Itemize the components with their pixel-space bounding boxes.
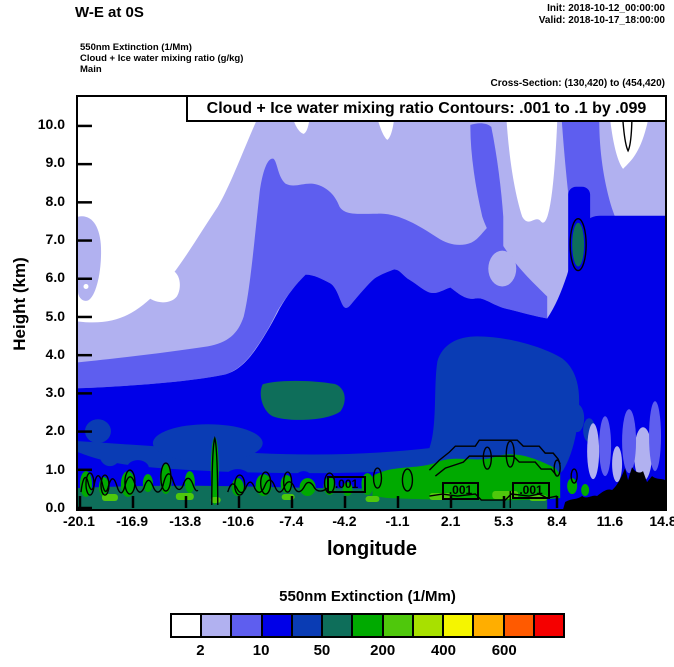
x-tick-label: -16.9 — [116, 513, 149, 529]
colorbar-cell — [411, 615, 443, 636]
colorbar-tick-label: 2 — [196, 642, 205, 659]
teal-island — [260, 380, 345, 420]
y-tick-label: 8.0 — [45, 192, 65, 209]
page-title: W-E at 0S — [75, 4, 144, 21]
colorbar-tick-label: 10 — [252, 642, 270, 659]
colorbar-cell — [200, 615, 231, 636]
y-tick-label: 2.0 — [45, 422, 65, 439]
cross-section-plot: .001 .001 .001 — [76, 95, 667, 511]
colorbar-tick-label: 50 — [313, 642, 331, 659]
x-axis-title: longitude — [327, 538, 417, 560]
field-legend-extinction: 550nm Extinction (1/Mm) — [80, 42, 192, 53]
colorbar — [170, 613, 565, 638]
field-legend-cloud-ice: Cloud + Ice water mixing ratio (g/kg) — [80, 53, 244, 64]
colorbar-cell — [260, 615, 291, 636]
x-tick-label: -10.6 — [222, 513, 255, 529]
contour-info-bar: Cloud + Ice water mixing ratio Contours:… — [186, 95, 667, 122]
colorbar-cell — [532, 615, 564, 636]
x-tick-label: -7.4 — [279, 513, 304, 529]
y-tick-label: 7.0 — [45, 230, 65, 247]
field-legend-domain: Main — [80, 64, 102, 75]
contour-field — [78, 97, 665, 509]
x-tick-label: -1.1 — [385, 513, 410, 529]
colorbar-cell — [172, 615, 201, 636]
y-tick-label: 9.0 — [45, 154, 65, 171]
y-tick-label: 0.0 — [45, 499, 65, 515]
field-legend: 550nm Extinction (1/Mm) Cloud + Ice wate… — [80, 42, 243, 75]
y-tick-label: 4.0 — [45, 345, 65, 362]
colorbar-cell — [290, 615, 322, 636]
y-tick-label: 5.0 — [45, 307, 65, 324]
white-island — [145, 268, 180, 303]
colorbar-cell — [351, 615, 382, 636]
x-tick-label: 11.6 — [596, 513, 624, 529]
colorbar-cell — [321, 615, 352, 636]
init-time: Init: 2018-10-12_00:00:00 — [547, 3, 665, 14]
cloud-contour-lines — [80, 106, 633, 509]
colorbar-cell — [442, 615, 473, 636]
colorbar-tick-label: 400 — [430, 642, 456, 659]
colorbar-tick-label: 600 — [491, 642, 517, 659]
colorbar-cell — [381, 615, 412, 636]
x-tick-label: 5.3 — [493, 513, 514, 529]
run-time-info: Init: 2018-10-12_00:00:00 Valid: 2018-10… — [539, 3, 665, 27]
valid-time: Valid: 2018-10-17_18:00:00 — [538, 15, 665, 26]
colorbar-title: 550nm Extinction (1/Mm) — [279, 588, 456, 605]
contour-value-label: .001 — [512, 482, 550, 499]
x-tick-label: -4.2 — [332, 513, 357, 529]
contour-value-label: .001 — [327, 476, 366, 493]
colorbar-tick-label: 200 — [370, 642, 396, 659]
x-tick-label: 2.1 — [440, 513, 461, 529]
terrain-silhouette — [563, 467, 665, 509]
colorbar-cell — [472, 615, 503, 636]
colorbar-cell — [230, 615, 261, 636]
cross-section-coordinates: Cross-Section: (130,420) to (454,420) — [490, 78, 665, 89]
x-tick-label: -13.8 — [169, 513, 202, 529]
y-tick-label: 3.0 — [45, 384, 65, 401]
x-tick-label: 14.8 — [649, 513, 674, 529]
colorbar-cell — [502, 615, 533, 636]
x-tick-label: -20.1 — [63, 513, 95, 529]
x-tick-label: 8.4 — [547, 513, 567, 529]
contour-value-label: .001 — [442, 482, 479, 500]
y-tick-label: 6.0 — [45, 269, 65, 286]
y-tick-label: 10.0 — [37, 116, 65, 132]
y-tick-label: 1.0 — [45, 460, 65, 477]
axis-ticks — [78, 124, 665, 509]
